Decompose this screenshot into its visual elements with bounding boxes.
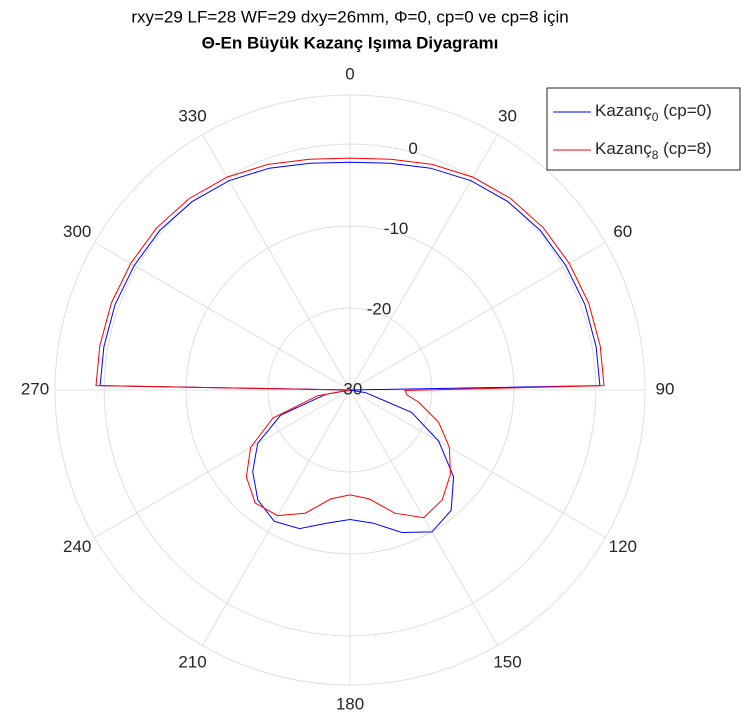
- theta-tick-label: 120: [609, 537, 637, 556]
- theta-tick-label: 180: [336, 694, 364, 713]
- theta-tick-label: 300: [63, 222, 91, 241]
- series-line: [95, 157, 605, 519]
- r-tick-label: 0: [408, 139, 417, 158]
- r-tick-label: -20: [367, 299, 392, 318]
- chart-title: rxy=29 LF=28 WF=29 dxy=26mm, Φ=0, cp=0 v…: [131, 7, 568, 26]
- legend-label: Kazanç8 (cp=8): [595, 139, 712, 162]
- grid-spoke: [94, 389, 351, 538]
- legend-box: [546, 87, 741, 171]
- series-line: [99, 161, 601, 534]
- theta-tick-label: 330: [178, 107, 206, 126]
- theta-tick-label: 0: [345, 64, 354, 83]
- theta-tick-label: 90: [656, 379, 675, 398]
- grid-spoke: [202, 134, 351, 391]
- theta-tick-label: 60: [613, 222, 632, 241]
- chart-subtitle: Θ-En Büyük Kazanç Işıma Diyagramı: [202, 33, 499, 52]
- theta-tick-label: 150: [493, 652, 521, 671]
- grid-spoke: [202, 389, 351, 646]
- theta-tick-label: 240: [63, 537, 91, 556]
- theta-tick-label: 270: [21, 379, 49, 398]
- grid-spoke: [349, 134, 498, 391]
- r-tick-label: -30: [338, 379, 363, 398]
- grid-spoke: [349, 242, 606, 391]
- theta-tick-label: 30: [498, 107, 517, 126]
- r-tick-label: -10: [384, 219, 409, 238]
- theta-tick-label: 210: [178, 652, 206, 671]
- grid-spoke: [349, 389, 606, 538]
- legend-label: Kazanç0 (cp=0): [595, 101, 712, 124]
- grid-spoke: [94, 242, 351, 391]
- legend: Kazanç0 (cp=0) Kazanç8 (cp=8): [546, 87, 741, 171]
